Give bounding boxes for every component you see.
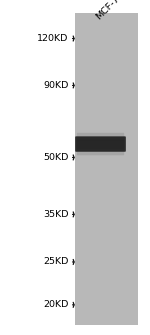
Text: 120KD: 120KD: [37, 34, 68, 43]
FancyBboxPatch shape: [77, 147, 124, 155]
Bar: [75, 13, 138, 325]
Text: 35KD: 35KD: [43, 210, 68, 219]
Text: 20KD: 20KD: [43, 300, 68, 309]
FancyBboxPatch shape: [75, 136, 126, 152]
Text: MCF-7: MCF-7: [94, 0, 121, 22]
Text: 25KD: 25KD: [43, 258, 68, 266]
Text: 50KD: 50KD: [43, 153, 68, 162]
FancyBboxPatch shape: [77, 140, 124, 148]
Text: 90KD: 90KD: [43, 81, 68, 90]
FancyBboxPatch shape: [77, 133, 124, 141]
